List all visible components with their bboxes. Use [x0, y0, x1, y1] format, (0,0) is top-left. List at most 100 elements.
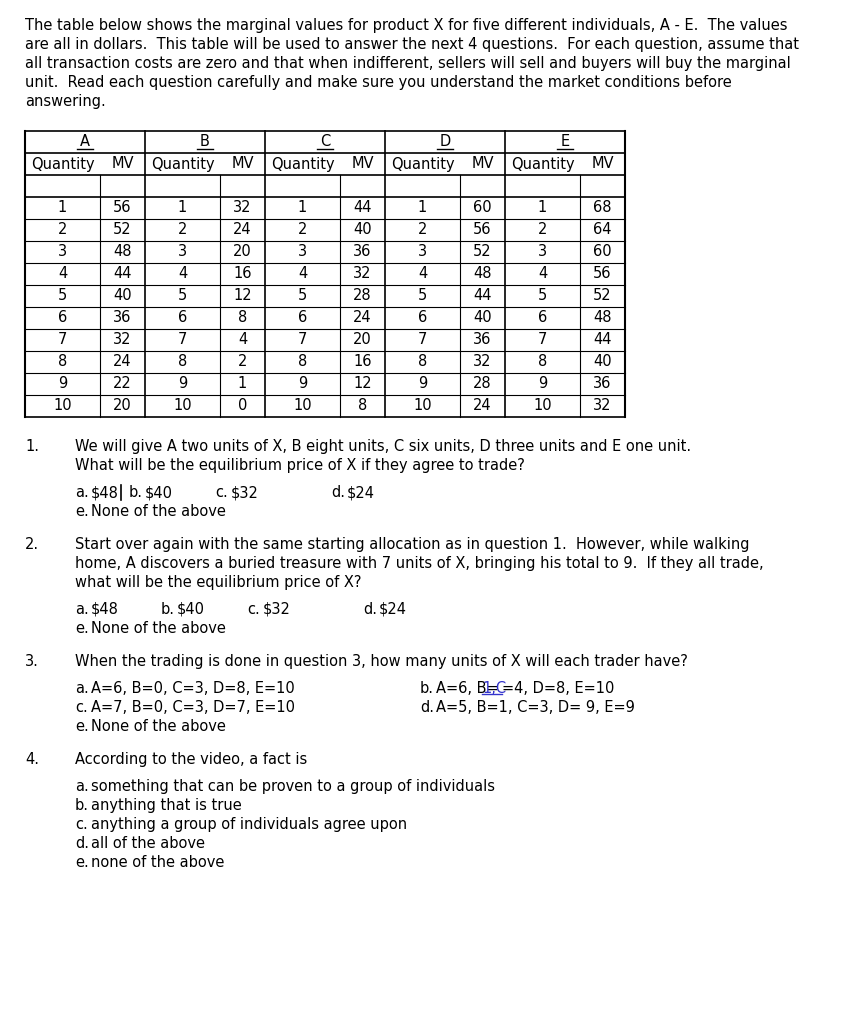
Text: MV: MV	[231, 157, 254, 171]
Text: When the trading is done in question 3, how many units of X will each trader hav: When the trading is done in question 3, …	[75, 654, 688, 669]
Text: 8: 8	[358, 398, 368, 414]
Text: 32: 32	[593, 398, 611, 414]
Text: MV: MV	[591, 157, 614, 171]
Text: None of the above: None of the above	[91, 504, 226, 519]
Text: 7: 7	[58, 333, 67, 347]
Text: 40: 40	[593, 354, 611, 370]
Text: 20: 20	[353, 333, 372, 347]
Text: According to the video, a fact is: According to the video, a fact is	[75, 752, 307, 767]
Text: 56: 56	[473, 222, 492, 238]
Text: d.: d.	[420, 700, 434, 715]
Text: 32: 32	[473, 354, 492, 370]
Text: e.: e.	[75, 504, 89, 519]
Text: e.: e.	[75, 855, 89, 870]
Text: 1: 1	[538, 201, 547, 215]
Text: 3: 3	[418, 245, 427, 259]
Text: 1: 1	[178, 201, 188, 215]
Text: 56: 56	[593, 266, 611, 282]
Text: answering.: answering.	[25, 94, 106, 109]
Text: 3: 3	[178, 245, 187, 259]
Text: 4: 4	[178, 266, 188, 282]
Text: MV: MV	[471, 157, 494, 171]
Text: 40: 40	[114, 289, 132, 303]
Text: 44: 44	[473, 289, 492, 303]
Text: 8: 8	[178, 354, 188, 370]
Text: 2.: 2.	[25, 537, 40, 552]
Text: 28: 28	[353, 289, 372, 303]
Text: a.: a.	[75, 681, 89, 696]
Text: What will be the equilibrium price of X if they agree to trade?: What will be the equilibrium price of X …	[75, 458, 525, 473]
Text: 56: 56	[114, 201, 132, 215]
Text: 10: 10	[533, 398, 552, 414]
Text: b.: b.	[420, 681, 434, 696]
Text: 6: 6	[298, 310, 307, 326]
Text: anything a group of individuals agree upon: anything a group of individuals agree up…	[91, 817, 407, 831]
Text: 1: 1	[298, 201, 307, 215]
Text: Quantity: Quantity	[30, 157, 94, 171]
Text: 10: 10	[53, 398, 71, 414]
Text: 1,C: 1,C	[482, 681, 506, 696]
Text: 52: 52	[473, 245, 492, 259]
Text: 2: 2	[177, 222, 188, 238]
Text: A=7, B=0, C=3, D=7, E=10: A=7, B=0, C=3, D=7, E=10	[91, 700, 295, 715]
Text: 4: 4	[418, 266, 427, 282]
Text: 48: 48	[593, 310, 611, 326]
Text: a.: a.	[75, 602, 89, 617]
Text: Quantity: Quantity	[271, 157, 335, 171]
Text: 9: 9	[178, 377, 188, 391]
Text: 4: 4	[58, 266, 67, 282]
Text: 8: 8	[298, 354, 307, 370]
Text: 7: 7	[177, 333, 188, 347]
Text: Quantity: Quantity	[391, 157, 454, 171]
Text: $32: $32	[231, 485, 259, 500]
Text: 3: 3	[538, 245, 547, 259]
Text: 24: 24	[473, 398, 492, 414]
Text: $40: $40	[145, 485, 173, 500]
Text: b.: b.	[75, 798, 89, 813]
Text: 6: 6	[178, 310, 188, 326]
Text: 12: 12	[353, 377, 372, 391]
Text: 28: 28	[473, 377, 492, 391]
Text: what will be the equilibrium price of X?: what will be the equilibrium price of X?	[75, 575, 362, 590]
Text: Quantity: Quantity	[151, 157, 214, 171]
Text: 68: 68	[593, 201, 611, 215]
Text: 5: 5	[178, 289, 188, 303]
Text: $48: $48	[91, 485, 119, 500]
Text: 10: 10	[173, 398, 192, 414]
Text: d.: d.	[331, 485, 345, 500]
Text: 7: 7	[418, 333, 427, 347]
Text: E: E	[560, 134, 569, 150]
Text: 4: 4	[238, 333, 247, 347]
Text: 36: 36	[353, 245, 372, 259]
Text: 9: 9	[538, 377, 547, 391]
Text: 60: 60	[593, 245, 611, 259]
Text: MV: MV	[111, 157, 134, 171]
Text: =4, D=8, E=10: =4, D=8, E=10	[502, 681, 615, 696]
Text: 3: 3	[58, 245, 67, 259]
Text: 2: 2	[537, 222, 547, 238]
Text: 32: 32	[114, 333, 132, 347]
Text: b.: b.	[129, 485, 143, 500]
Text: 48: 48	[473, 266, 492, 282]
Text: 52: 52	[593, 289, 611, 303]
Text: c.: c.	[75, 700, 87, 715]
Text: 1.: 1.	[25, 439, 39, 454]
Text: C: C	[320, 134, 331, 150]
Text: 7: 7	[298, 333, 307, 347]
Text: $32: $32	[263, 602, 291, 617]
Text: d.: d.	[363, 602, 377, 617]
Text: A=5, B=1, C=3, D= 9, E=9: A=5, B=1, C=3, D= 9, E=9	[436, 700, 635, 715]
Text: 52: 52	[114, 222, 132, 238]
Text: 24: 24	[233, 222, 251, 238]
Text: 0: 0	[238, 398, 247, 414]
Text: A=6, B=: A=6, B=	[436, 681, 499, 696]
Text: 4.: 4.	[25, 752, 39, 767]
Text: 8: 8	[538, 354, 547, 370]
Text: None of the above: None of the above	[91, 719, 226, 734]
Text: all transaction costs are zero and that when indifferent, sellers will sell and : all transaction costs are zero and that …	[25, 56, 791, 71]
Text: 5: 5	[298, 289, 307, 303]
Text: 48: 48	[114, 245, 132, 259]
Text: anything that is true: anything that is true	[91, 798, 241, 813]
Text: 8: 8	[238, 310, 247, 326]
Text: A=6, B=0, C=3, D=8, E=10: A=6, B=0, C=3, D=8, E=10	[91, 681, 294, 696]
